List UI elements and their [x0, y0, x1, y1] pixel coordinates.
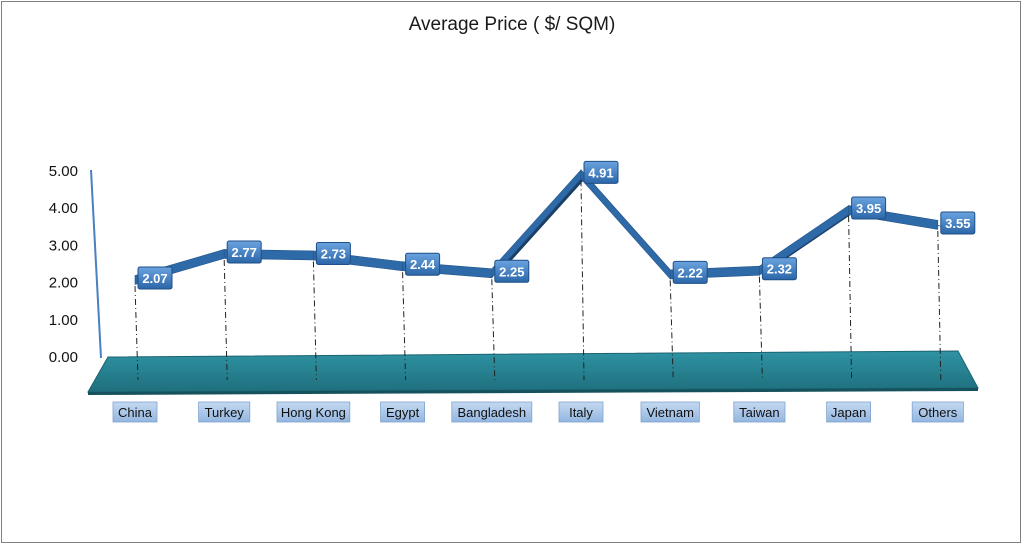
- category-label-text: China: [118, 405, 153, 420]
- y-tick-label: 4.00: [49, 200, 78, 217]
- data-label: 3.55: [940, 211, 976, 235]
- data-label-text: 2.77: [232, 245, 257, 260]
- category-label-text: Egypt: [386, 405, 420, 420]
- drop-line: [937, 230, 942, 381]
- line-segment: [580, 169, 671, 280]
- data-label-box: [405, 252, 441, 276]
- category-label-box: [826, 401, 871, 423]
- category-label: Japan: [826, 401, 871, 423]
- category-label-text: Vietnam: [646, 405, 693, 420]
- category-label-box: [112, 401, 158, 423]
- data-label-box: [672, 260, 708, 284]
- data-label-text: 2.73: [321, 246, 346, 261]
- category-label: China: [112, 401, 158, 423]
- category-label-text: Taiwan: [739, 405, 779, 420]
- category-label: Taiwan: [733, 401, 786, 423]
- data-label-text: 2.22: [678, 265, 703, 280]
- data-label: 4.91: [583, 160, 619, 184]
- data-label-text: 2.44: [410, 257, 436, 272]
- data-label-text: 4.91: [588, 165, 613, 180]
- category-label-text: Hong Kong: [281, 405, 346, 420]
- category-label-box: [558, 401, 604, 423]
- y-tick-label: 5.00: [49, 163, 78, 180]
- data-label-box: [315, 241, 351, 265]
- category-label: Hong Kong: [276, 401, 351, 423]
- category-label-text: Italy: [569, 405, 593, 420]
- drop-line: [402, 272, 407, 381]
- category-label-text: Turkey: [205, 405, 245, 420]
- data-label-box: [761, 257, 797, 281]
- data-label-text: 2.25: [499, 264, 524, 279]
- category-label-box: [911, 401, 964, 423]
- y-tick-label: 1.00: [49, 312, 78, 329]
- data-label-box: [851, 196, 887, 220]
- category-label: Bangladesh: [451, 401, 533, 423]
- data-label-box: [494, 259, 530, 283]
- chart-title: Average Price ( $/ SQM): [408, 14, 616, 35]
- category-label-box: [276, 401, 351, 423]
- category-label-box: [451, 401, 533, 423]
- drop-line: [134, 285, 139, 381]
- data-label-box: [583, 160, 619, 184]
- y-tick-label: 3.00: [49, 237, 78, 254]
- data-label: 2.22: [672, 260, 708, 284]
- y-tick-label: 2.00: [49, 275, 78, 292]
- drop-line: [758, 276, 763, 381]
- data-label: 2.32: [761, 257, 797, 281]
- y-tick-label: 0.00: [49, 349, 78, 366]
- data-label: 3.95: [851, 196, 887, 220]
- data-label-text: 3.95: [856, 201, 881, 216]
- data-label-box: [940, 211, 976, 235]
- category-label: Vietnam: [640, 401, 700, 423]
- category-label: Italy: [558, 401, 604, 423]
- data-label: 2.07: [137, 266, 173, 290]
- category-label-box: [733, 401, 786, 423]
- data-label-text: 2.07: [142, 271, 167, 286]
- category-label-box: [198, 401, 251, 423]
- chart-floor-edge: [88, 388, 978, 395]
- data-label: 2.25: [494, 259, 530, 283]
- data-label-text: 3.55: [945, 216, 970, 231]
- drop-line: [580, 180, 585, 381]
- category-label: Egypt: [380, 401, 426, 423]
- data-label: 2.73: [315, 241, 351, 265]
- drop-line: [223, 259, 228, 381]
- drop-line: [669, 280, 674, 381]
- category-label-text: Japan: [831, 405, 866, 420]
- data-label: 2.44: [405, 252, 441, 276]
- y-axis-line: [90, 169, 102, 359]
- data-label-box: [137, 266, 173, 290]
- data-label-box: [226, 240, 262, 264]
- category-label: Others: [911, 401, 964, 423]
- drop-line: [848, 216, 853, 381]
- category-label-text: Others: [918, 405, 958, 420]
- category-label: Turkey: [198, 401, 251, 423]
- chart-floor: [87, 350, 979, 393]
- category-label-box: [640, 401, 700, 423]
- data-label: 2.77: [226, 240, 262, 264]
- drop-line: [491, 279, 496, 381]
- category-label-text: Bangladesh: [457, 405, 526, 420]
- data-label-text: 2.32: [767, 262, 792, 277]
- category-label-box: [380, 401, 426, 423]
